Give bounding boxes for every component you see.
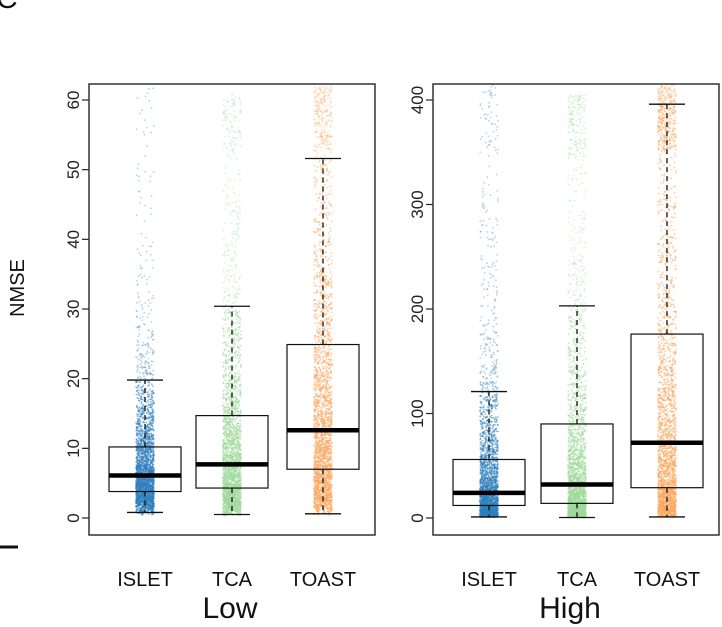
panel-label: C (0, 0, 18, 15)
y-tick-label: 400 (408, 86, 427, 114)
box-low-tca (195, 305, 269, 516)
group-label-low: Low (202, 592, 257, 625)
y-tick-label: 200 (408, 295, 427, 323)
x-category-label: TCA (212, 569, 253, 591)
y-tick-label: 50 (64, 160, 83, 179)
iqr-box (540, 423, 614, 504)
group-label-high: High (539, 592, 601, 625)
box-low-toast (286, 157, 360, 515)
y-axis-title: NMSE (7, 259, 29, 317)
panel-high: 0 100 200 300 400 ISLET TCA TOAST High (408, 83, 720, 625)
box-high-tca (540, 305, 614, 519)
box-high-toast (630, 103, 704, 518)
box-low-islet (108, 379, 182, 514)
iqr-box (452, 458, 526, 507)
points-layer (479, 84, 677, 519)
y-tick-label: 10 (64, 439, 83, 458)
x-category-label: TCA (557, 569, 598, 591)
jitter-points-islet (135, 87, 155, 516)
iqr-box (630, 333, 704, 489)
iqr-box (286, 343, 360, 470)
y-tick-label: 0 (64, 513, 83, 522)
y-tick-label: 20 (64, 369, 83, 388)
y-tick-label: 100 (408, 399, 427, 427)
jitter-points-toast (313, 85, 333, 517)
x-category-label: TOAST (634, 569, 700, 591)
y-tick-label: 60 (64, 91, 83, 110)
points-layer (135, 85, 333, 517)
y-tick-label: 300 (408, 190, 427, 218)
iqr-box (195, 414, 269, 489)
panel-frame (88, 83, 376, 536)
iqr-box (108, 446, 182, 493)
jitter-points-islet (479, 84, 499, 519)
panel-low: 0 10 20 30 40 50 60 ISLET TCA TOAST Low (64, 83, 376, 625)
panel-frame (432, 83, 720, 536)
jitter-points-tca (222, 93, 242, 517)
x-category-label: TOAST (290, 569, 356, 591)
y-tick-label: 0 (408, 513, 427, 522)
x-category-label: ISLET (117, 569, 173, 591)
y-tick-label: 30 (64, 300, 83, 319)
x-category-label: ISLET (461, 569, 517, 591)
box-high-islet (452, 390, 526, 518)
jitter-points-toast (657, 84, 677, 519)
y-tick-label: 40 (64, 230, 83, 249)
